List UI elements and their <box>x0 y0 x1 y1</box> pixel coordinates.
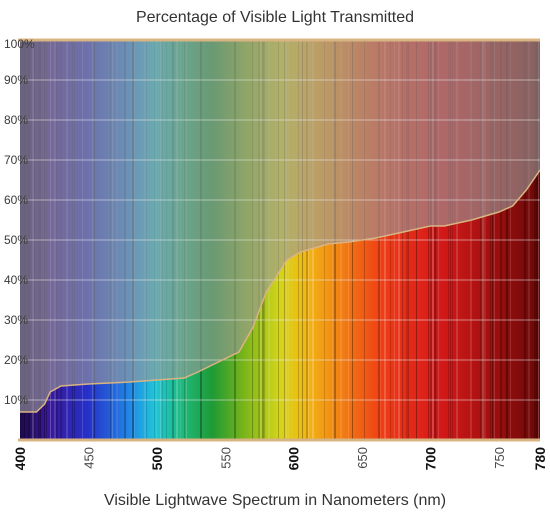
x-tick-label: 600 <box>286 447 302 471</box>
y-tick-label: 80% <box>4 113 28 127</box>
x-axis-label: Visible Lightwave Spectrum in Nanometers… <box>104 492 446 509</box>
chart-title: Percentage of Visible Light Transmitted <box>136 9 414 26</box>
y-tick-label: 30% <box>4 313 28 327</box>
x-tick-label: 450 <box>81 447 96 469</box>
y-tick-label: 60% <box>4 193 28 207</box>
y-tick-label: 100% <box>4 37 35 51</box>
x-tick-label: 780 <box>532 447 548 471</box>
y-tick-label: 10% <box>4 393 28 407</box>
x-axis-ticks: 400 450 500 550 600 650 700 750 780 <box>12 447 548 471</box>
y-tick-label: 90% <box>4 73 28 87</box>
x-tick-label: 550 <box>218 447 233 469</box>
y-tick-label: 40% <box>4 273 28 287</box>
x-tick-label: 400 <box>12 447 28 471</box>
transmission-curve <box>20 169 540 413</box>
y-axis-ticks: 10% 20% 30% 40% 50% 60% 70% 80% 90% 100% <box>4 37 35 407</box>
x-tick-label: 500 <box>149 447 165 471</box>
y-tick-label: 20% <box>4 353 28 367</box>
x-tick-label: 650 <box>355 447 370 469</box>
gridlines <box>20 79 540 401</box>
y-tick-label: 50% <box>4 233 28 247</box>
x-tick-label: 750 <box>492 447 507 469</box>
y-tick-label: 70% <box>4 153 28 167</box>
x-tick-label: 700 <box>423 447 439 471</box>
untransmitted-overlay <box>20 40 540 412</box>
